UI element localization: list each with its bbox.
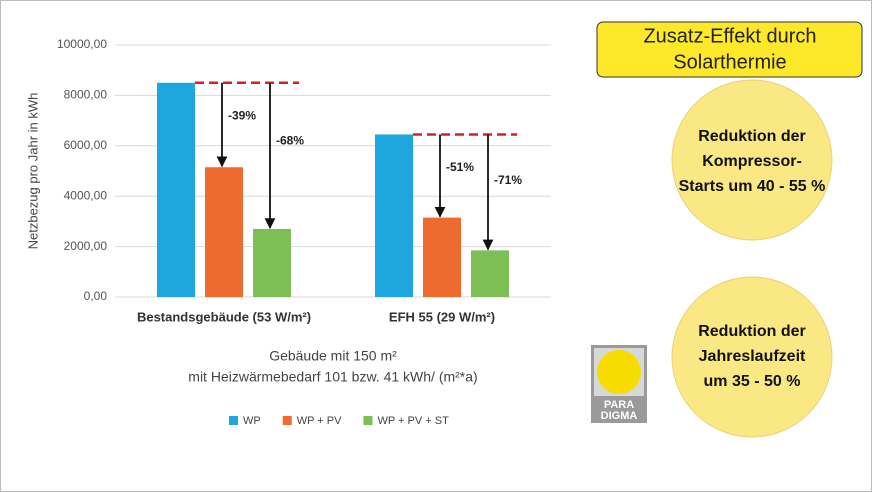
y-tick-label: 2000,00: [64, 239, 108, 253]
y-tick-label: 4000,00: [64, 188, 108, 202]
y-axis-label: Netzbezug pro Jahr in kWh: [25, 93, 40, 250]
legend-swatch: [363, 416, 373, 425]
legend-label: WP + PV + ST: [377, 415, 449, 427]
logo: PARA DIGMA: [591, 345, 647, 423]
heading-box: [596, 21, 863, 78]
circle-text: Jahreslaufzeit: [699, 348, 806, 365]
legend-swatch: [282, 416, 292, 425]
legend-swatch: [229, 416, 238, 425]
circle-text: Reduktion der: [698, 128, 806, 145]
annotation: -39%: [228, 109, 256, 123]
x-tick-label: EFH 55 (29 W/m²): [389, 309, 495, 324]
y-tick-label: 10000,00: [57, 37, 107, 51]
annotation: -68%: [276, 133, 304, 147]
logo-text: PARA: [604, 399, 634, 411]
logo-text: DIGMA: [601, 410, 638, 422]
y-tick-label: 0,00: [84, 289, 108, 303]
heading: Solarthermie: [673, 51, 786, 73]
logo-sun: [597, 350, 641, 394]
circle-text: Reduktion der: [698, 323, 806, 340]
circle: [671, 276, 833, 438]
circle: [671, 79, 833, 241]
bar: [471, 250, 509, 297]
circle-text: Starts um 40 - 55 %: [679, 178, 826, 195]
bar: [205, 167, 243, 297]
legend-label: WP + PV: [297, 415, 342, 427]
circle-text: um 35 - 50 %: [704, 373, 801, 390]
y-tick-label: 6000,00: [64, 138, 108, 152]
annotation: -71%: [494, 173, 522, 187]
legend-label: WP: [243, 415, 261, 427]
bar: [157, 82, 195, 297]
circle-text: Kompressor-: [702, 153, 802, 170]
bar: [253, 228, 291, 297]
x-axis-label: Gebäude mit 150 m²: [269, 348, 397, 364]
heading: Zusatz-Effekt durch: [643, 25, 816, 47]
annotation: -51%: [446, 160, 474, 174]
bar: [423, 217, 461, 297]
y-tick-label: 8000,00: [64, 88, 108, 102]
x-tick-label: Bestandsgebäude (53 W/m²): [137, 309, 311, 324]
x-axis-label: mit Heizwärmebedarf 101 bzw. 41 kWh/ (m²…: [188, 369, 477, 385]
bar: [375, 134, 413, 297]
